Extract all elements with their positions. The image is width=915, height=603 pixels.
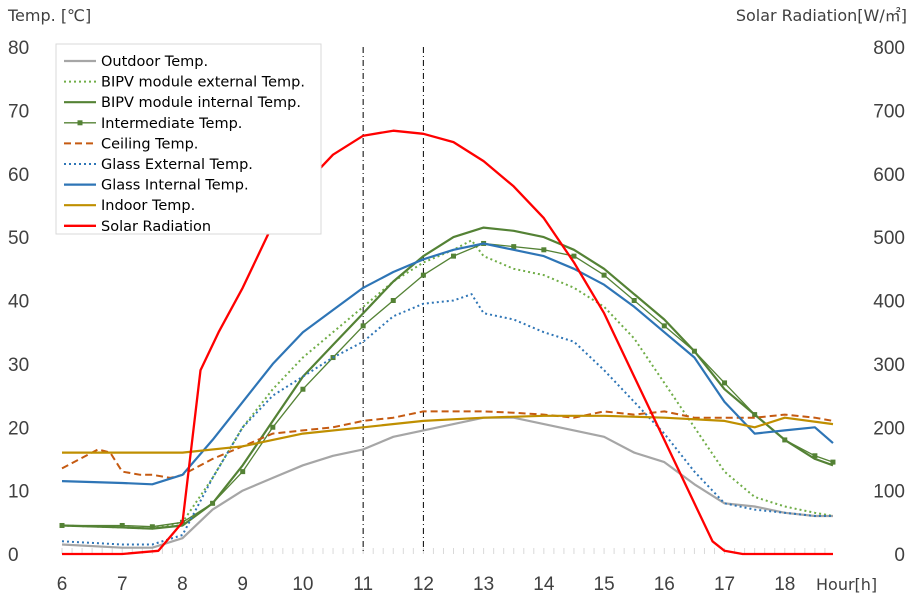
series-point-intermediate-temp [451, 253, 456, 259]
series-line-glass-external-temp [61, 293, 833, 546]
x-axis-title: Hour[h] [816, 575, 877, 594]
y-left-tick-label: 30 [8, 355, 29, 376]
x-tick-label: 9 [237, 574, 248, 595]
y-right-tick-label: 700 [873, 101, 905, 122]
y-right-ticks: 0 100 200 300 400 500 600 700 800 [873, 38, 905, 566]
series-point-intermediate-temp [661, 323, 667, 329]
y-right-axis-title: Solar Radiation[W/㎡] [736, 6, 907, 25]
series-point-intermediate-temp [812, 453, 818, 459]
legend-label-outdoor-temp: Outdoor Temp. [101, 54, 208, 70]
legend-label-intermediate-temp: Intermediate Temp. [101, 116, 242, 132]
legend-label-indoor-temp: Indoor Temp. [101, 198, 195, 214]
series-point-intermediate-temp [691, 348, 697, 354]
y-left-ticks: 0 10 20 30 40 50 60 70 80 [8, 38, 29, 566]
y-right-tick-label: 500 [873, 228, 905, 249]
series-line-bipv-module-external-temp [61, 239, 834, 530]
series-point-intermediate-temp [210, 500, 216, 506]
series-line-glass-internal-temp [61, 242, 834, 486]
legend-label-bipv-module-external-temp: BIPV module external Temp. [101, 75, 305, 91]
legend-label-bipv-module-internal-temp: BIPV module internal Temp. [101, 95, 301, 111]
y-left-axis-title: Temp. [℃] [7, 6, 91, 25]
x-tick-label: 13 [473, 574, 494, 595]
legend-label-ceiling-temp: Ceiling Temp. [101, 136, 198, 152]
x-tick-label: 8 [177, 574, 188, 595]
series-point-intermediate-temp [722, 380, 728, 386]
x-tick-label: 12 [413, 574, 434, 595]
series-point-intermediate-temp [782, 437, 788, 443]
reference-lines [61, 47, 826, 554]
y-right-tick-label: 400 [873, 292, 905, 313]
series-point-intermediate-temp [59, 522, 65, 528]
y-left-tick-label: 80 [8, 38, 29, 59]
y-left-tick-label: 0 [8, 545, 19, 566]
x-tick-label: 15 [594, 574, 615, 595]
y-left-tick-label: 70 [8, 101, 29, 122]
y-left-tick-label: 20 [8, 418, 29, 439]
series-line-bipv-module-internal-temp [61, 226, 834, 530]
x-tick-label: 14 [533, 574, 555, 595]
x-ticks: 6 7 8 9 10 11 12 13 14 15 16 17 18 [57, 574, 796, 595]
series-point-intermediate-temp [270, 424, 276, 430]
series-point-intermediate-temp [119, 522, 125, 528]
series-line-intermediate-temp [62, 242, 834, 528]
series-point-intermediate-temp [830, 459, 836, 465]
y-left-tick-label: 40 [8, 292, 29, 313]
x-tick-label: 6 [57, 574, 68, 595]
series-point-intermediate-temp [420, 272, 426, 278]
series-point-intermediate-temp [240, 469, 246, 475]
y-right-tick-label: 200 [873, 418, 905, 439]
legend-label-glass-external-temp: Glass External Temp. [101, 157, 253, 173]
series-line-outdoor-temp [61, 416, 833, 549]
series-point-intermediate-temp [601, 272, 607, 278]
series-point-intermediate-temp [511, 244, 517, 250]
x-tick-label: 18 [774, 574, 795, 595]
x-tick-label: 17 [714, 574, 735, 595]
legend: Outdoor Temp. BIPV module external Temp. B… [55, 43, 322, 235]
y-right-tick-label: 800 [873, 38, 905, 59]
legend-marker [77, 120, 83, 126]
y-left-tick-label: 60 [8, 165, 29, 186]
x-tick-label: 11 [353, 574, 373, 595]
y-right-tick-label: 300 [873, 355, 905, 376]
x-tick-label: 16 [654, 574, 675, 595]
legend-label-glass-internal-temp: Glass Internal Temp. [101, 178, 249, 194]
y-right-tick-label: 100 [873, 482, 905, 503]
y-left-tick-label: 50 [8, 228, 29, 249]
series-point-intermediate-temp [541, 247, 547, 253]
series-point-intermediate-temp [390, 298, 396, 303]
series-point-intermediate-temp [571, 253, 577, 259]
y-left-tick-label: 10 [8, 482, 29, 503]
series-line-ceiling-temp [61, 410, 834, 479]
series-point-intermediate-temp [631, 298, 637, 303]
series-point-intermediate-temp [149, 524, 155, 530]
y-right-tick-label: 600 [873, 165, 905, 186]
y-right-tick-label: 0 [894, 545, 905, 566]
legend-box [55, 43, 322, 235]
legend-label-solar-radiation: Solar Radiation [101, 219, 211, 235]
series-line-indoor-temp [62, 414, 834, 454]
x-tick-label: 7 [117, 574, 128, 595]
series-point-intermediate-temp [752, 412, 758, 418]
series-layer [59, 129, 836, 556]
series-line-solar-radiation [62, 129, 833, 556]
series-point-intermediate-temp [300, 386, 306, 392]
x-tick-label: 10 [292, 574, 313, 595]
series-point-intermediate-temp [360, 323, 366, 329]
